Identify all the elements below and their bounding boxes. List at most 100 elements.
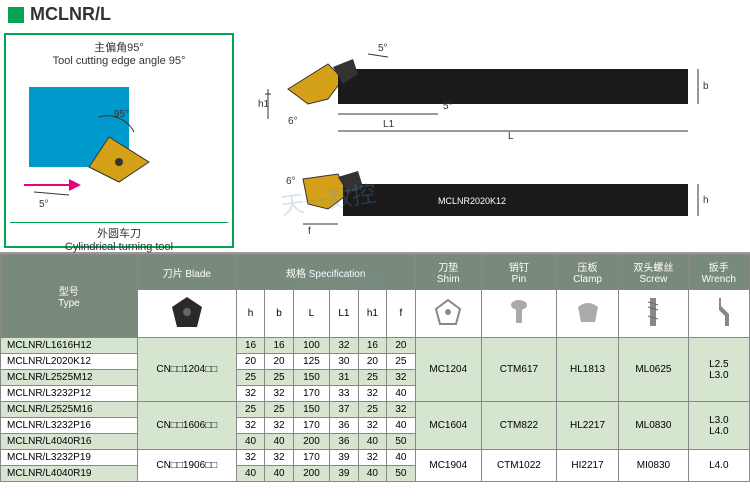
svg-text:5°: 5° xyxy=(443,101,453,112)
svg-text:f: f xyxy=(308,226,311,237)
h1-cell: 25 xyxy=(358,370,387,386)
watermark-en: tiyishukong xyxy=(300,270,380,288)
h-cell: 32 xyxy=(236,418,265,434)
spec-h: h xyxy=(236,290,265,338)
clamp-image-cell xyxy=(556,290,618,338)
svg-text:L: L xyxy=(508,131,514,139)
product-title: MCLNR/L xyxy=(30,4,111,25)
svg-text:6°: 6° xyxy=(286,176,296,187)
blade-cell: CN□□1204□□ xyxy=(137,338,236,402)
header: MCLNR/L xyxy=(0,0,750,29)
svg-text:95°: 95° xyxy=(114,109,129,120)
pin-image-cell xyxy=(481,290,556,338)
b-cell: 40 xyxy=(265,466,294,482)
h1-cell: 20 xyxy=(358,354,387,370)
shim-cell: MC1604 xyxy=(415,402,481,450)
shim-icon xyxy=(433,297,463,327)
brand-square-icon xyxy=(8,7,24,23)
clamp-header: 压板Clamp xyxy=(556,255,618,290)
clamp-cell: HI2217 xyxy=(556,450,618,482)
svg-text:h: h xyxy=(703,195,708,206)
top-section: 主偏角95° Tool cutting edge angle 95° 95° 5… xyxy=(0,29,750,254)
L-cell: 200 xyxy=(293,466,329,482)
f-cell: 40 xyxy=(387,418,416,434)
h1-cell: 32 xyxy=(358,418,387,434)
diagram-caption: 外圆车刀 Cylindrical turning tool xyxy=(10,222,228,253)
b-cell: 20 xyxy=(265,354,294,370)
wrench-image-cell xyxy=(688,290,749,338)
h1-cell: 40 xyxy=(358,434,387,450)
f-cell: 50 xyxy=(387,466,416,482)
table-row: MCLNR/L2525M16CN□□1606□□2525150372532MC1… xyxy=(1,402,750,418)
h-cell: 25 xyxy=(236,370,265,386)
blade-cell: CN□□1606□□ xyxy=(137,402,236,450)
L-cell: 100 xyxy=(293,338,329,354)
clamp-icon xyxy=(573,297,603,327)
b-cell: 40 xyxy=(265,434,294,450)
h1-cell: 25 xyxy=(358,402,387,418)
h-cell: 25 xyxy=(236,402,265,418)
wrench-cell: L2.5 L3.0 xyxy=(688,338,749,402)
pin-icon xyxy=(506,297,532,327)
f-cell: 50 xyxy=(387,434,416,450)
screw-cell: ML0625 xyxy=(619,338,688,402)
h-cell: 40 xyxy=(236,434,265,450)
spec-table-wrap: 型号Type 刀片 Blade 规格 Specification 刀垫Shim … xyxy=(0,254,750,482)
table-body: MCLNR/L1616H12CN□□1204□□1616100321620MC1… xyxy=(1,338,750,482)
type-cell: MCLNR/L3232P12 xyxy=(1,386,138,402)
clamp-cell: HL2217 xyxy=(556,402,618,450)
L1-cell: 37 xyxy=(330,402,359,418)
wrench-cell: L4.0 xyxy=(688,450,749,482)
svg-text:5°: 5° xyxy=(378,43,388,54)
h-cell: 20 xyxy=(236,354,265,370)
clamp-cell: HL1813 xyxy=(556,338,618,402)
L1-cell: 36 xyxy=(330,418,359,434)
h-cell: 16 xyxy=(236,338,265,354)
svg-text:6°: 6° xyxy=(288,116,298,127)
L1-cell: 32 xyxy=(330,338,359,354)
h-cell: 32 xyxy=(236,450,265,466)
f-cell: 25 xyxy=(387,354,416,370)
L1-cell: 39 xyxy=(330,466,359,482)
h-cell: 32 xyxy=(236,386,265,402)
spec-L1: L1 xyxy=(330,290,359,338)
type-cell: MCLNR/L4040R16 xyxy=(1,434,138,450)
b-cell: 25 xyxy=(265,370,294,386)
type-cell: MCLNR/L2525M16 xyxy=(1,402,138,418)
spec-h1: h1 xyxy=(358,290,387,338)
L1-cell: 33 xyxy=(330,386,359,402)
wrench-cell: L3.0 L4.0 xyxy=(688,402,749,450)
L-cell: 200 xyxy=(293,434,329,450)
svg-text:MCLNR2020K12: MCLNR2020K12 xyxy=(438,196,506,206)
svg-text:b: b xyxy=(703,81,708,92)
pin-cell: CTM617 xyxy=(481,338,556,402)
shim-cell: MC1904 xyxy=(415,450,481,482)
pin-header: 销钉Pin xyxy=(481,255,556,290)
spec-table: 型号Type 刀片 Blade 规格 Specification 刀垫Shim … xyxy=(0,254,750,482)
svg-text:L1: L1 xyxy=(383,119,395,130)
svg-text:5°: 5° xyxy=(39,199,49,210)
spec-f: f xyxy=(387,290,416,338)
svg-text:h1: h1 xyxy=(258,99,270,110)
L-cell: 150 xyxy=(293,370,329,386)
angle-label-en: Tool cutting edge angle 95° xyxy=(10,55,228,67)
screw-header: 双头螺丝Screw xyxy=(619,255,688,290)
b-cell: 25 xyxy=(265,402,294,418)
blade-cell: CN□□1906□□ xyxy=(137,450,236,482)
f-cell: 32 xyxy=(387,370,416,386)
h1-cell: 32 xyxy=(358,450,387,466)
side-view-drawing-icon: 6° MCLNR2020K12 h f xyxy=(258,159,708,239)
f-cell: 20 xyxy=(387,338,416,354)
table-row: MCLNR/L1616H12CN□□1204□□1616100321620MC1… xyxy=(1,338,750,354)
L1-cell: 36 xyxy=(330,434,359,450)
L-cell: 170 xyxy=(293,450,329,466)
L-cell: 150 xyxy=(293,402,329,418)
screw-icon xyxy=(643,296,663,328)
L1-cell: 39 xyxy=(330,450,359,466)
spec-b: b xyxy=(265,290,294,338)
b-cell: 16 xyxy=(265,338,294,354)
wrench-icon xyxy=(705,296,733,328)
L-cell: 125 xyxy=(293,354,329,370)
L-cell: 170 xyxy=(293,386,329,402)
shim-header: 刀垫Shim xyxy=(415,255,481,290)
